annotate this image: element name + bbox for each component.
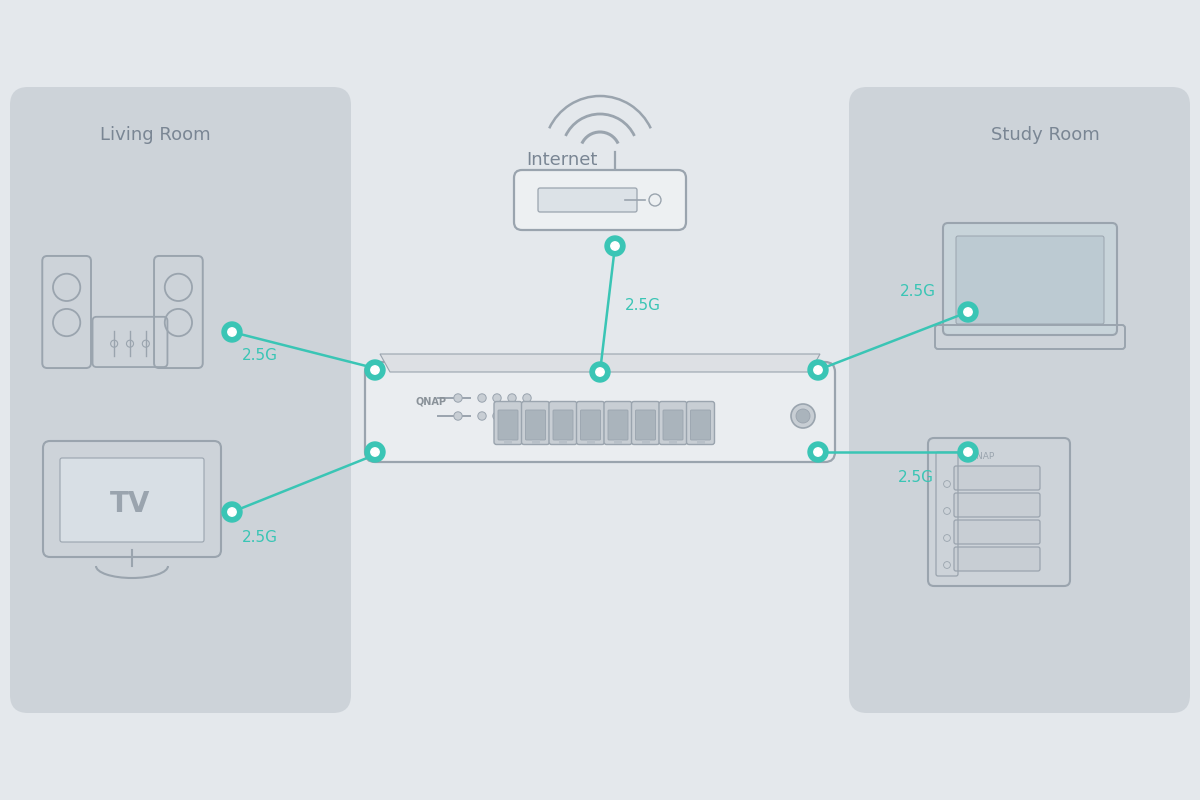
FancyBboxPatch shape xyxy=(956,236,1104,324)
Circle shape xyxy=(371,448,379,456)
Circle shape xyxy=(365,360,385,380)
FancyBboxPatch shape xyxy=(60,458,204,542)
Bar xyxy=(642,440,649,444)
Circle shape xyxy=(814,448,822,456)
Bar xyxy=(587,440,594,444)
Bar xyxy=(670,440,677,444)
FancyBboxPatch shape xyxy=(538,188,637,212)
Circle shape xyxy=(964,448,972,456)
FancyBboxPatch shape xyxy=(690,410,710,440)
Circle shape xyxy=(590,362,610,382)
Text: QNAP: QNAP xyxy=(970,451,995,461)
Circle shape xyxy=(611,242,619,250)
Text: 2.5G: 2.5G xyxy=(242,347,278,362)
Text: Internet: Internet xyxy=(527,151,598,169)
Circle shape xyxy=(808,360,828,380)
Circle shape xyxy=(228,328,236,336)
FancyBboxPatch shape xyxy=(522,402,550,445)
Bar xyxy=(696,440,704,444)
FancyBboxPatch shape xyxy=(850,87,1190,713)
Text: 2.5G: 2.5G xyxy=(900,285,936,299)
FancyBboxPatch shape xyxy=(365,362,835,462)
Polygon shape xyxy=(380,354,820,372)
Circle shape xyxy=(493,412,502,420)
FancyBboxPatch shape xyxy=(943,223,1117,335)
FancyBboxPatch shape xyxy=(548,402,577,445)
Circle shape xyxy=(365,442,385,462)
FancyBboxPatch shape xyxy=(954,466,1040,490)
FancyBboxPatch shape xyxy=(581,410,600,440)
Circle shape xyxy=(796,409,810,423)
Circle shape xyxy=(958,302,978,322)
Circle shape xyxy=(958,442,978,462)
Circle shape xyxy=(228,508,236,516)
Circle shape xyxy=(222,322,242,342)
Circle shape xyxy=(964,308,972,316)
FancyBboxPatch shape xyxy=(631,402,660,445)
Circle shape xyxy=(508,412,516,420)
FancyBboxPatch shape xyxy=(659,402,686,445)
Circle shape xyxy=(493,394,502,402)
FancyBboxPatch shape xyxy=(686,402,714,445)
Bar xyxy=(559,440,568,444)
Text: 2.5G: 2.5G xyxy=(242,530,278,546)
Circle shape xyxy=(814,366,822,374)
Circle shape xyxy=(371,366,379,374)
Circle shape xyxy=(595,368,605,376)
Circle shape xyxy=(454,412,462,420)
Text: 2.5G: 2.5G xyxy=(898,470,934,486)
FancyBboxPatch shape xyxy=(954,493,1040,517)
Circle shape xyxy=(508,394,516,402)
Circle shape xyxy=(791,404,815,428)
Text: TV: TV xyxy=(110,490,150,518)
Text: Living Room: Living Room xyxy=(100,126,210,144)
Circle shape xyxy=(605,236,625,256)
FancyBboxPatch shape xyxy=(494,402,522,445)
FancyBboxPatch shape xyxy=(498,410,518,440)
FancyBboxPatch shape xyxy=(664,410,683,440)
Circle shape xyxy=(454,394,462,402)
Text: QNAP: QNAP xyxy=(415,396,446,406)
Circle shape xyxy=(523,394,532,402)
FancyBboxPatch shape xyxy=(514,170,686,230)
FancyBboxPatch shape xyxy=(10,87,352,713)
FancyBboxPatch shape xyxy=(604,402,632,445)
FancyBboxPatch shape xyxy=(553,410,574,440)
Circle shape xyxy=(808,442,828,462)
Circle shape xyxy=(222,502,242,522)
FancyBboxPatch shape xyxy=(954,547,1040,571)
Text: 2.5G: 2.5G xyxy=(625,298,661,313)
FancyBboxPatch shape xyxy=(636,410,655,440)
FancyBboxPatch shape xyxy=(526,410,546,440)
FancyBboxPatch shape xyxy=(608,410,628,440)
Circle shape xyxy=(478,412,486,420)
Bar xyxy=(532,440,540,444)
Bar xyxy=(504,440,512,444)
Bar xyxy=(614,440,622,444)
FancyBboxPatch shape xyxy=(576,402,605,445)
Text: Study Room: Study Room xyxy=(991,126,1099,144)
Circle shape xyxy=(523,412,532,420)
FancyBboxPatch shape xyxy=(954,520,1040,544)
Circle shape xyxy=(478,394,486,402)
